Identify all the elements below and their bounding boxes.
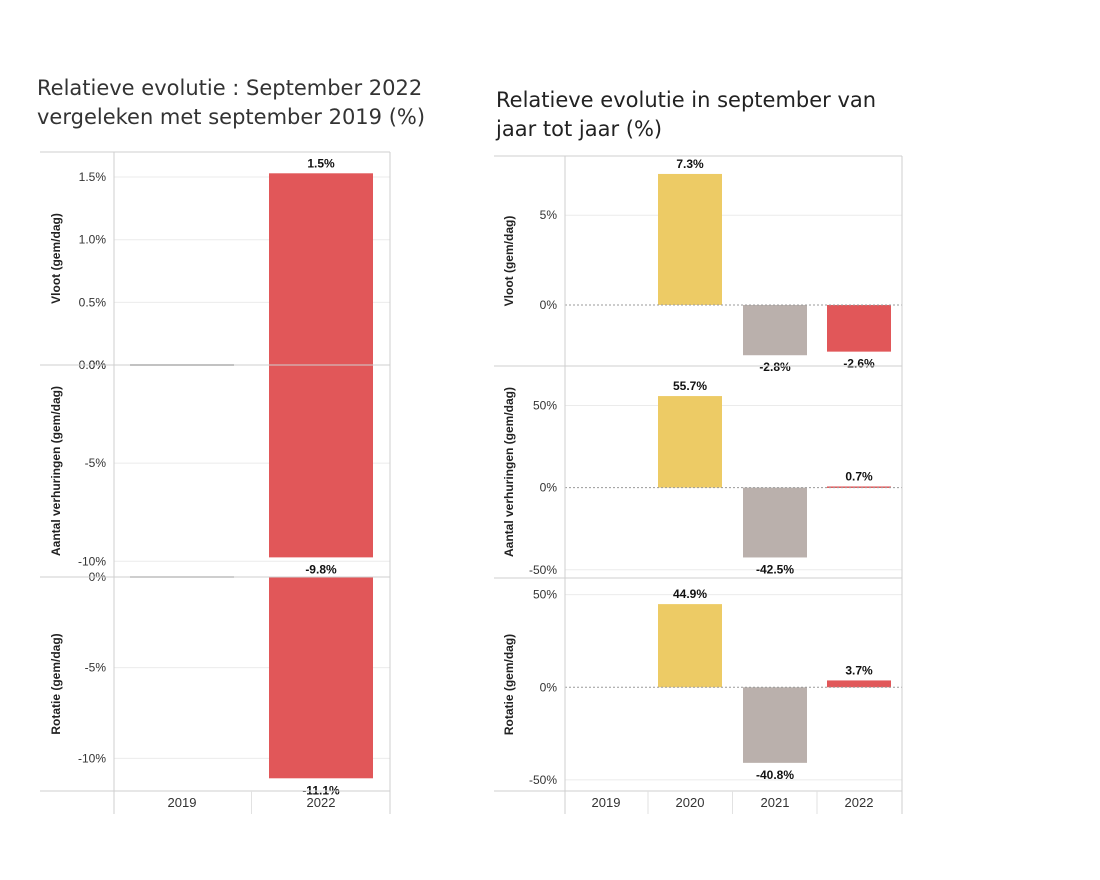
- y-tick-label: -10%: [78, 751, 106, 765]
- y-tick-label: -50%: [529, 773, 557, 787]
- y-axis-title: Vloot (gem/dag): [502, 216, 516, 307]
- data-label: -42.5%: [756, 562, 794, 576]
- x-category-label: 2019: [168, 795, 197, 810]
- bar: [743, 687, 807, 763]
- y-tick-label: -10%: [78, 554, 106, 568]
- data-label: 0.7%: [845, 469, 873, 483]
- y-tick-label: -50%: [529, 563, 557, 577]
- bar: [743, 487, 807, 558]
- y-tick-label: 1.0%: [79, 233, 107, 247]
- y-tick-label: 0%: [540, 298, 558, 312]
- y-tick-label: 50%: [533, 588, 557, 602]
- x-category-label: 2021: [761, 795, 790, 810]
- x-category-label: 2022: [307, 795, 336, 810]
- data-label: 3.7%: [845, 663, 873, 677]
- data-label: -9.8%: [305, 562, 337, 576]
- y-tick-label: -5%: [85, 661, 107, 675]
- y-axis-title: Vloot (gem/dag): [49, 213, 63, 304]
- x-category-label: 2019: [592, 795, 621, 810]
- data-label: 1.5%: [307, 156, 335, 170]
- bar: [827, 304, 891, 352]
- bar: [658, 173, 722, 305]
- y-axis-title: Rotatie (gem/dag): [49, 633, 63, 734]
- bar: [269, 365, 373, 558]
- bar: [743, 304, 807, 356]
- x-category-label: 2022: [845, 795, 874, 810]
- y-tick-label: -5%: [85, 456, 107, 470]
- y-axis-title: Aantal verhuringen (gem/dag): [49, 386, 63, 556]
- right-chart-title: Relatieve evolutie in september van jaar…: [496, 88, 877, 141]
- y-tick-label: 5%: [540, 208, 558, 222]
- y-tick-label: 0%: [540, 680, 558, 694]
- y-tick-label: 50%: [533, 398, 557, 412]
- data-label: 55.7%: [673, 379, 707, 393]
- y-tick-label: 0.5%: [79, 295, 107, 309]
- bar: [269, 577, 373, 779]
- x-category-label: 2020: [676, 795, 705, 810]
- y-axis-title: Rotatie (gem/dag): [502, 634, 516, 735]
- data-label: -11.1%: [302, 783, 340, 797]
- y-tick-label: 1.5%: [79, 170, 107, 184]
- y-axis-title: Aantal verhuringen (gem/dag): [502, 387, 516, 557]
- data-label: -2.6%: [843, 357, 875, 371]
- left-chart-title: Relatieve evolutie : September 2022 verg…: [37, 76, 426, 129]
- bar: [658, 604, 722, 688]
- bar: [269, 173, 373, 365]
- bar: [658, 396, 722, 488]
- data-label: 44.9%: [673, 587, 707, 601]
- bar: [827, 680, 891, 688]
- y-tick-label: 0%: [540, 481, 558, 495]
- data-label: 7.3%: [676, 157, 704, 171]
- data-label: -40.8%: [756, 768, 794, 782]
- data-label: -2.8%: [759, 360, 791, 374]
